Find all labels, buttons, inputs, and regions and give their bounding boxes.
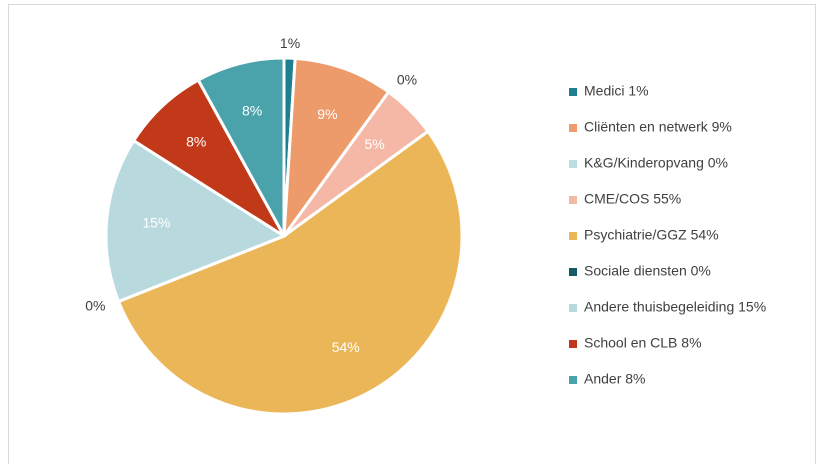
pie-slice [282,56,391,242]
data-label: 0% [397,71,417,87]
legend-label: Ander 8% [584,371,645,387]
legend-label: Psychiatrie/GGZ 54% [584,227,719,243]
legend-label: Cliënten en netwerk 9% [584,119,732,135]
data-label: 8% [242,103,262,119]
data-label: 5% [365,136,385,152]
legend-swatch [569,232,577,240]
legend-label: K&G/Kinderopvang 0% [584,155,728,171]
pie-slice [196,56,286,237]
legend-label: Andere thuisbegeleiding 15% [584,299,766,315]
legend-swatch [569,268,577,276]
data-label: 15% [142,215,170,231]
legend-swatch [569,88,577,96]
legend-swatch [569,196,577,204]
data-label: 9% [317,106,337,122]
legend-label: CME/COS 55% [584,191,681,207]
pie-slice [116,129,464,416]
legend-swatch [569,124,577,132]
legend-swatch [569,340,577,348]
pie-slice [104,138,288,304]
legend-swatch [569,304,577,312]
legend-swatch [569,376,577,384]
pie-slice [131,77,286,238]
legend-label: Medici 1% [584,83,649,99]
data-label: 1% [280,35,300,51]
data-label: 54% [332,339,360,355]
legend-label: School en CLB 8% [584,335,702,351]
data-label: 0% [85,297,105,313]
legend-label: Sociale diensten 0% [584,263,711,279]
legend-swatch [569,160,577,168]
data-label: 8% [186,133,206,149]
